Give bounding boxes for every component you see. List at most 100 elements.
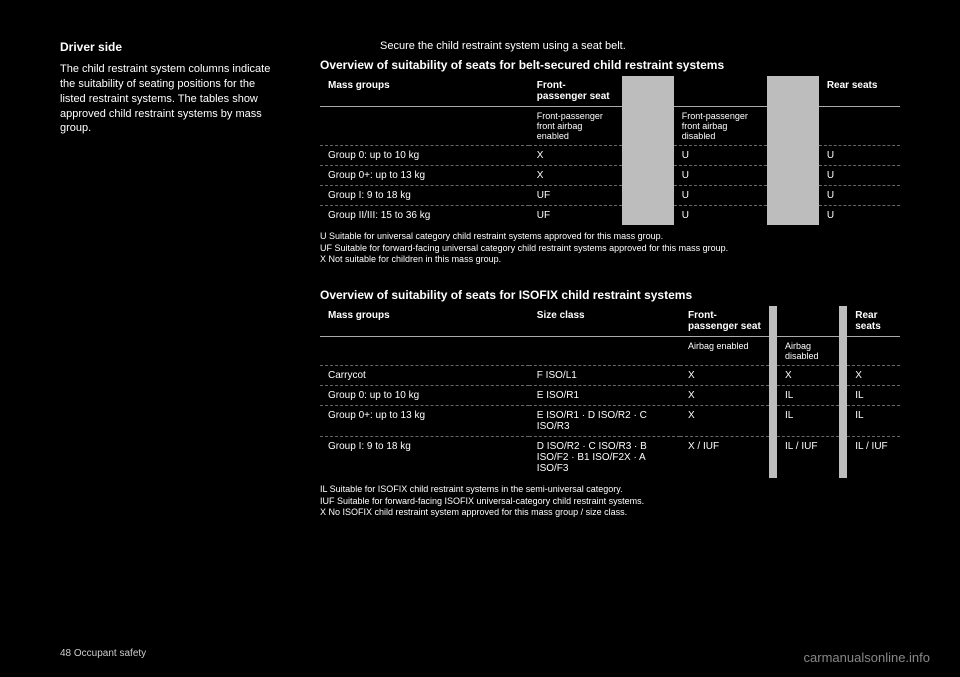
t2sub0 xyxy=(320,337,529,366)
table-cell: X xyxy=(680,366,769,386)
table2-legend: IL Suitable for ISOFIX child restraint s… xyxy=(320,484,900,519)
sub0 xyxy=(320,107,529,146)
watermark: carmanualsonline.info xyxy=(804,650,930,665)
table-cell xyxy=(839,386,847,406)
side-label: Driver side xyxy=(60,40,122,54)
table-cell: Group 0: up to 10 kg xyxy=(320,146,529,166)
table-cell: U xyxy=(674,146,767,166)
table-cell: IL / IUF xyxy=(847,437,900,479)
table-cell: X xyxy=(529,166,622,186)
table-cell: IL xyxy=(847,406,900,437)
table2-header-row: Mass groups Size class Front-passenger s… xyxy=(320,306,900,337)
table-cell: U xyxy=(674,206,767,226)
table-cell: U xyxy=(674,186,767,206)
table-row: Group 0+: up to 13 kgE ISO/R1 · D ISO/R2… xyxy=(320,406,900,437)
t2-th-gap2 xyxy=(839,306,847,337)
table-cell xyxy=(622,186,674,206)
table-cell: Carrycot xyxy=(320,366,529,386)
t2subgap1 xyxy=(769,337,777,366)
th-front2 xyxy=(674,76,767,107)
table-cell: E ISO/R1 · D ISO/R2 · C ISO/R3 xyxy=(529,406,680,437)
th-rear: Rear seats xyxy=(819,76,900,107)
table-cell: Group 0+: up to 13 kg xyxy=(320,406,529,437)
table-cell xyxy=(767,206,819,226)
table-cell: X xyxy=(777,366,839,386)
t2sub6 xyxy=(847,337,900,366)
t2-th-mass: Mass groups xyxy=(320,306,529,337)
table-cell: UF xyxy=(529,206,622,226)
table-belt-secured: Overview of suitability of seats for bel… xyxy=(320,58,900,266)
table-cell: UF xyxy=(529,186,622,206)
sub5 xyxy=(819,107,900,146)
t2sub4: Airbag disabled xyxy=(777,337,839,366)
table-cell: X xyxy=(529,146,622,166)
table-cell: E ISO/R1 xyxy=(529,386,680,406)
t2-th-front2 xyxy=(777,306,839,337)
t2subgap2 xyxy=(839,337,847,366)
table2-title: Overview of suitability of seats for ISO… xyxy=(320,288,900,302)
table-cell: Group I: 9 to 18 kg xyxy=(320,437,529,479)
t2-th-rear: Rear seats xyxy=(847,306,900,337)
subgap2 xyxy=(767,107,819,146)
table-cell xyxy=(767,146,819,166)
table-cell xyxy=(767,186,819,206)
table-cell: Group 0: up to 10 kg xyxy=(320,386,529,406)
table-cell: Group 0+: up to 13 kg xyxy=(320,166,529,186)
table-cell xyxy=(622,206,674,226)
table-row: Group I: 9 to 18 kgD ISO/R2 · C ISO/R3 ·… xyxy=(320,437,900,479)
table-cell: IL / IUF xyxy=(777,437,839,479)
table-cell: X xyxy=(680,406,769,437)
table-cell: F ISO/L1 xyxy=(529,366,680,386)
subgap1 xyxy=(622,107,674,146)
table-isofix: Overview of suitability of seats for ISO… xyxy=(320,288,900,519)
table-cell xyxy=(769,437,777,479)
table-cell: IL xyxy=(777,406,839,437)
table-row: Group 0: up to 10 kgE ISO/R1X IL IL xyxy=(320,386,900,406)
t2sub1 xyxy=(529,337,680,366)
table-cell xyxy=(769,366,777,386)
table-cell: IL xyxy=(847,386,900,406)
table1-header-row: Mass groups Front-passenger seat Rear se… xyxy=(320,76,900,107)
table-cell: Group II/III: 15 to 36 kg xyxy=(320,206,529,226)
table2: Mass groups Size class Front-passenger s… xyxy=(320,306,900,478)
table-cell: U xyxy=(674,166,767,186)
table-cell: D ISO/R2 · C ISO/R3 · B ISO/F2 · B1 ISO/… xyxy=(529,437,680,479)
th-gap2 xyxy=(767,76,819,107)
intro-text: The child restraint system columns indic… xyxy=(60,62,280,136)
sub3: Front-passenger front airbag disabled xyxy=(674,107,767,146)
table-cell: U xyxy=(819,186,900,206)
page-number: 48 Occupant safety xyxy=(60,648,146,659)
table2-subheader-row: Airbag enabled Airbag disabled xyxy=(320,337,900,366)
table1-subheader-row: Front-passenger front airbag enabled Fro… xyxy=(320,107,900,146)
th-front: Front-passenger seat xyxy=(529,76,622,107)
table1-legend: U Suitable for universal category child … xyxy=(320,231,900,266)
table-cell xyxy=(622,166,674,186)
th-mass: Mass groups xyxy=(320,76,529,107)
instruction-text: Secure the child restraint system using … xyxy=(380,40,900,52)
table1: Mass groups Front-passenger seat Rear se… xyxy=(320,76,900,225)
sub1: Front-passenger front airbag enabled xyxy=(529,107,622,146)
table-cell: U xyxy=(819,206,900,226)
table1-title: Overview of suitability of seats for bel… xyxy=(320,58,900,72)
t2sub2: Airbag enabled xyxy=(680,337,769,366)
table-cell xyxy=(839,366,847,386)
table-row: CarrycotF ISO/L1XXX xyxy=(320,366,900,386)
t2-th-front: Front-passenger seat xyxy=(680,306,769,337)
table-row: Group 0: up to 10 kgX U U xyxy=(320,146,900,166)
table-cell: IL xyxy=(777,386,839,406)
table-cell xyxy=(622,146,674,166)
table-cell xyxy=(839,406,847,437)
table-row: Group I: 9 to 18 kgUFUU xyxy=(320,186,900,206)
th-gap1 xyxy=(622,76,674,107)
table-cell: X / IUF xyxy=(680,437,769,479)
table-cell xyxy=(769,406,777,437)
table-cell: X xyxy=(680,386,769,406)
table-cell: U xyxy=(819,166,900,186)
table-cell xyxy=(767,166,819,186)
table-row: Group 0+: up to 13 kgX U U xyxy=(320,166,900,186)
t2-th-gap1 xyxy=(769,306,777,337)
table-row: Group II/III: 15 to 36 kgUF U U xyxy=(320,206,900,226)
table-cell: U xyxy=(819,146,900,166)
table-cell: X xyxy=(847,366,900,386)
table-cell xyxy=(839,437,847,479)
